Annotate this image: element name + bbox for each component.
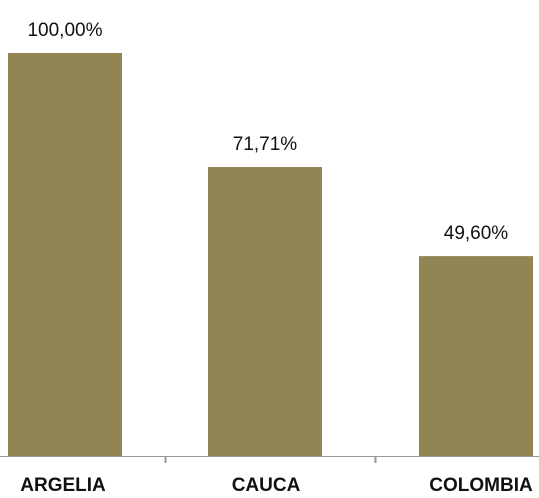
data-labels-layer: 100,00% 71,71% 49,60% — [27, 20, 508, 244]
category-labels-layer: ARGELIA CAUCA COLOMBIA — [20, 475, 533, 496]
x-tick-label-colombia: COLOMBIA — [429, 475, 533, 496]
x-axis — [0, 456, 539, 463]
bar-argelia — [8, 53, 122, 456]
x-tick-label-cauca: CAUCA — [232, 475, 301, 496]
bars-layer — [8, 53, 533, 456]
data-label-cauca: 71,71% — [233, 134, 298, 155]
x-tick-label-argelia: ARGELIA — [20, 475, 106, 496]
bar-colombia — [419, 256, 533, 456]
bar-cauca — [208, 167, 322, 456]
data-label-colombia: 49,60% — [444, 223, 509, 244]
data-label-argelia: 100,00% — [27, 20, 102, 41]
